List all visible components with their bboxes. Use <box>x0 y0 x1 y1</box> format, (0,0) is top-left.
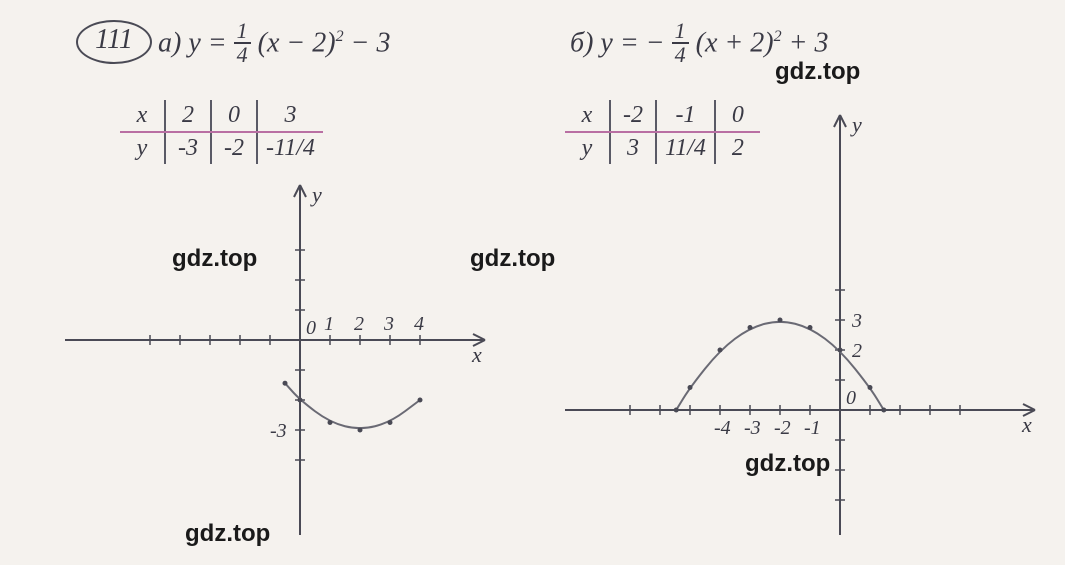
part-a-eq-prefix: y = <box>188 27 233 58</box>
svg-text:1: 1 <box>324 313 334 335</box>
table-row: y -3 -2 -11/4 <box>120 132 323 164</box>
table-cell: 0 <box>211 100 257 132</box>
svg-text:0: 0 <box>306 317 316 339</box>
fraction-icon: 1 4 <box>234 20 251 66</box>
svg-text:y: y <box>310 182 322 207</box>
table-header-y: y <box>120 132 165 164</box>
part-b-eq-base: (x + 2) <box>696 27 774 58</box>
table-cell: 3 <box>257 100 323 132</box>
part-b-label: б) <box>570 27 593 58</box>
part-a-value-table: x 2 0 3 y -3 -2 -11/4 <box>120 100 323 164</box>
svg-text:y: y <box>850 112 862 137</box>
svg-text:-2: -2 <box>774 417 791 439</box>
svg-text:4: 4 <box>414 313 424 335</box>
svg-text:-3: -3 <box>744 417 761 439</box>
fraction-icon: 1 4 <box>672 20 689 66</box>
table-cell: -3 <box>165 132 211 164</box>
svg-text:2: 2 <box>354 313 364 335</box>
part-a-equation: а) y = 1 4 (x − 2)2 − 3 <box>158 22 391 68</box>
watermark-text: gdz.top <box>185 520 270 548</box>
svg-text:x: x <box>1021 412 1032 437</box>
part-a-eq-exp: 2 <box>336 28 344 45</box>
part-a-eq-base: (x − 2) <box>258 27 336 58</box>
frac-num: 1 <box>234 20 251 44</box>
table-row: x 2 0 3 <box>120 100 323 132</box>
table-header-x: x <box>120 100 165 132</box>
svg-text:-3: -3 <box>270 420 287 442</box>
watermark-text: gdz.top <box>775 58 860 86</box>
part-b-eq-prefix: y = − <box>600 27 664 58</box>
part-b-eq-exp: 2 <box>774 28 782 45</box>
svg-text:0: 0 <box>846 387 856 409</box>
part-a-label: а) <box>158 27 181 58</box>
page-root: 111 а) y = 1 4 (x − 2)2 − 3 б) y = − 1 4… <box>0 0 1065 565</box>
svg-text:-1: -1 <box>804 417 821 439</box>
svg-text:3: 3 <box>851 310 862 332</box>
table-cell: -2 <box>211 132 257 164</box>
part-b-eq-tail: + 3 <box>789 27 829 58</box>
watermark-text: gdz.top <box>470 245 555 273</box>
svg-text:3: 3 <box>383 313 394 335</box>
table-cell: 2 <box>165 100 211 132</box>
frac-den: 4 <box>234 44 251 66</box>
watermark-text: gdz.top <box>172 245 257 273</box>
table-cell: -11/4 <box>257 132 323 164</box>
svg-text:-4: -4 <box>714 417 731 439</box>
watermark-text: gdz.top <box>745 450 830 478</box>
part-a-chart: x y 01234 -3 <box>60 180 490 540</box>
problem-number-badge: 111 <box>76 20 152 64</box>
svg-text:2: 2 <box>852 340 862 362</box>
part-a-eq-tail: − 3 <box>351 27 391 58</box>
svg-text:x: x <box>471 342 482 367</box>
frac-num: 1 <box>672 20 689 44</box>
frac-den: 4 <box>672 44 689 66</box>
